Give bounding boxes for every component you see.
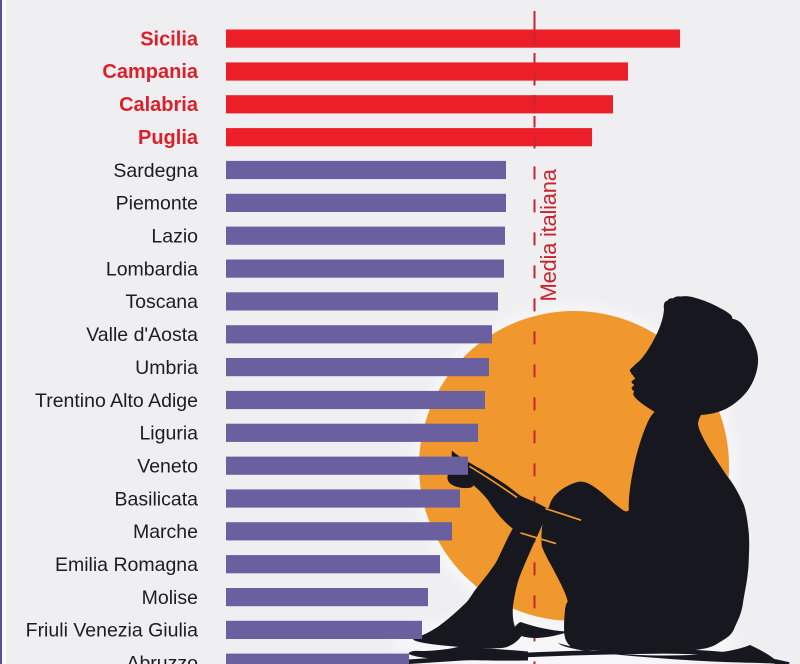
svg-text:Liguria: Liguria: [139, 423, 198, 445]
svg-text:Piemonte: Piemonte: [116, 193, 198, 215]
svg-text:Sicilia: Sicilia: [140, 28, 199, 50]
svg-text:Puglia: Puglia: [138, 127, 199, 149]
svg-text:Basilicata: Basilicata: [115, 488, 199, 510]
svg-text:Lazio: Lazio: [151, 226, 198, 248]
svg-text:Toscana: Toscana: [125, 291, 198, 313]
svg-text:Media italiana: Media italiana: [536, 168, 561, 301]
svg-text:Lombardia: Lombardia: [106, 258, 198, 280]
svg-text:Sardegna: Sardegna: [113, 160, 198, 182]
svg-text:Molise: Molise: [142, 587, 198, 609]
svg-text:Umbria: Umbria: [135, 357, 198, 379]
svg-text:Trentino Alto Adige: Trentino Alto Adige: [35, 390, 198, 412]
svg-text:Campania: Campania: [102, 61, 198, 83]
svg-text:Marche: Marche: [133, 521, 198, 543]
svg-text:Abruzzo: Abruzzo: [126, 653, 198, 664]
svg-text:Veneto: Veneto: [137, 455, 198, 477]
svg-text:Emilia Romagna: Emilia Romagna: [55, 554, 198, 576]
svg-text:Valle d'Aosta: Valle d'Aosta: [86, 324, 198, 346]
svg-text:Calabria: Calabria: [119, 94, 199, 116]
svg-text:Friuli Venezia Giulia: Friuli Venezia Giulia: [26, 620, 198, 642]
